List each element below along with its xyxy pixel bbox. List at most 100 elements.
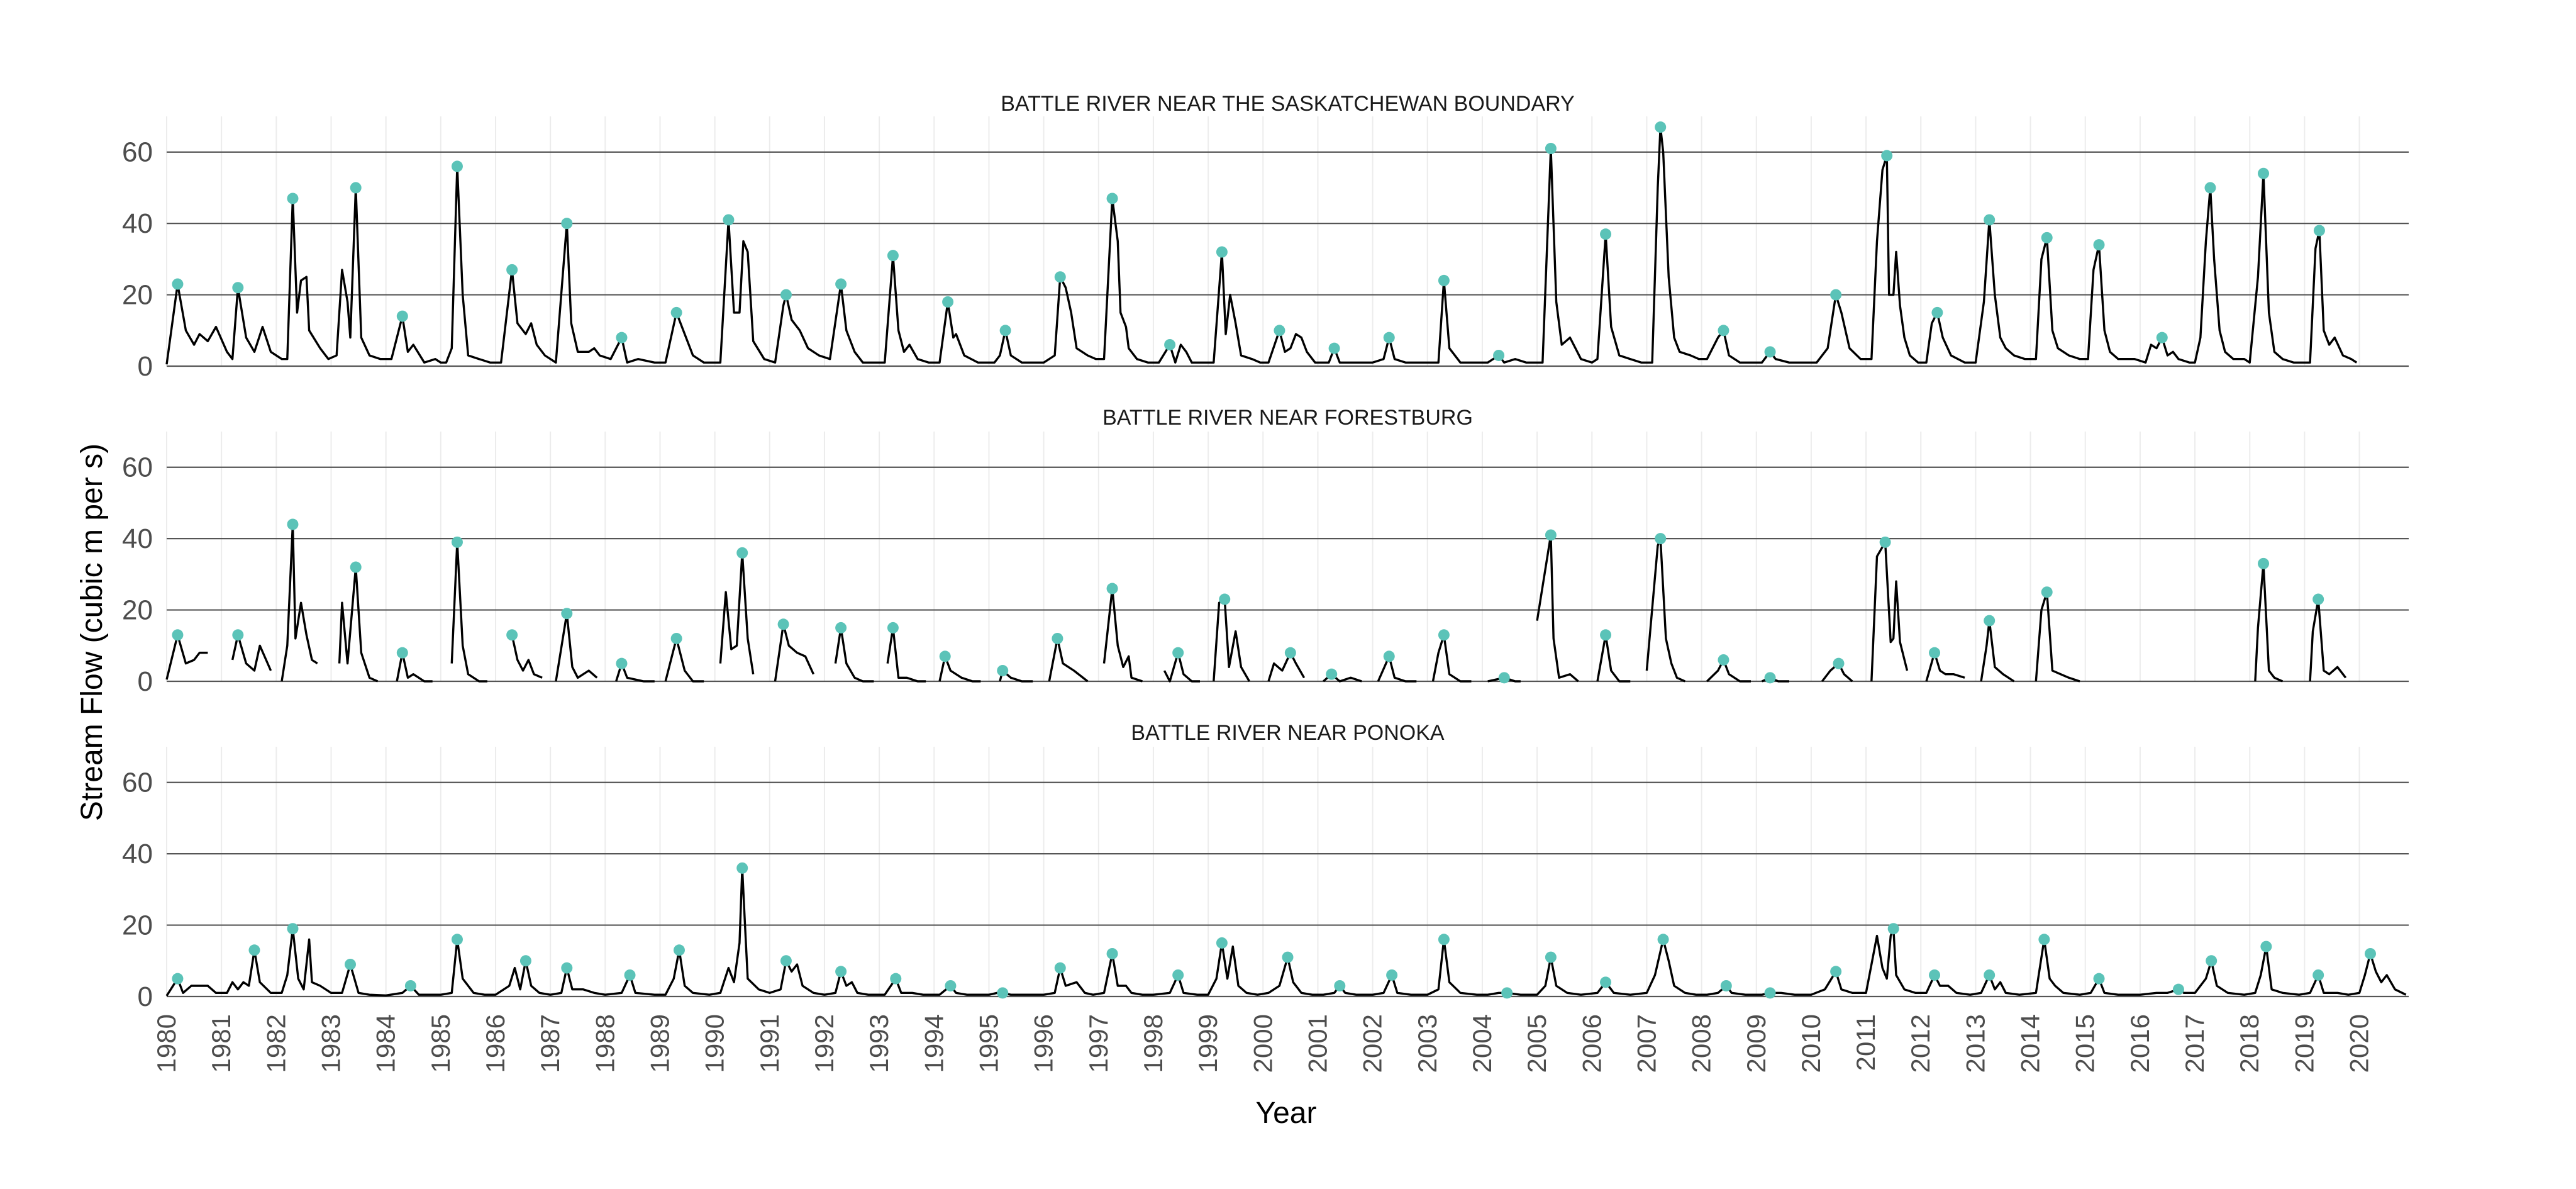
flow-line [165, 523, 2347, 683]
y-tick-label: 60 [122, 452, 153, 483]
peak-point [1718, 654, 1729, 666]
peak-point [997, 987, 1009, 999]
peak-point [1764, 987, 1776, 999]
peak-point [723, 214, 735, 226]
peak-point [997, 664, 1009, 676]
peak-point [287, 193, 299, 204]
peak-point [1720, 980, 1732, 991]
peak-point [404, 980, 416, 991]
x-tick-label: 1987 [535, 1014, 565, 1073]
peak-point [2093, 973, 2105, 985]
x-tick-label: 2004 [1467, 1014, 1497, 1073]
x-tick-label: 1994 [919, 1014, 948, 1073]
peak-point [506, 264, 518, 276]
x-tick-label: 1986 [480, 1014, 510, 1073]
peak-point [350, 561, 362, 573]
peak-point [1216, 937, 1228, 949]
peak-point [2093, 239, 2105, 251]
peak-point [1106, 193, 1118, 204]
peak-point [451, 160, 463, 172]
peak-point [2312, 593, 2324, 605]
peak-point [1438, 934, 1450, 946]
peak-point [670, 632, 682, 644]
flow-line [165, 126, 2358, 365]
peak-point [1931, 306, 1943, 318]
peak-point [1383, 650, 1395, 662]
panel-2: 0 20 40 60 BATTLE RIVER NEAR FORESTBURG [122, 406, 2409, 697]
x-tick-label: 2013 [1960, 1014, 1990, 1073]
peak-point [1054, 962, 1066, 974]
x-tick-label: 1999 [1193, 1014, 1223, 1073]
peak-point [172, 629, 184, 641]
peak-point [1219, 593, 1231, 605]
x-tick-label: 2002 [1358, 1014, 1387, 1073]
peak-point [1879, 536, 1891, 548]
peak-point [1284, 647, 1296, 659]
x-tick-label: 2000 [1248, 1014, 1277, 1073]
peak-point [451, 934, 463, 946]
peak-point [1328, 342, 1340, 354]
peak-point [1984, 615, 1996, 627]
peak-point [2258, 557, 2270, 569]
panel-3: 0 20 40 60 BATTLE RIVER NEAR PONOKA [122, 721, 2409, 1012]
peak-point [172, 278, 184, 290]
peak-point [396, 647, 408, 659]
x-tick-label: 1993 [864, 1014, 894, 1073]
panel-title: BATTLE RIVER NEAR THE SASKATCHEWAN BOUND… [1001, 92, 1575, 116]
y-tick-label: 20 [122, 595, 153, 626]
peak-point [2172, 983, 2184, 995]
peak-point [1833, 657, 1845, 669]
x-tick-label: 1991 [755, 1014, 784, 1073]
peak-point [1106, 583, 1118, 594]
x-axis-title: Year [1256, 1097, 1317, 1130]
y-tick-label: 60 [122, 137, 153, 168]
peak-point [616, 657, 628, 669]
peak-point [1600, 228, 1612, 240]
y-tick-label: 40 [122, 839, 153, 869]
peak-point [736, 862, 748, 874]
peak-point [1881, 150, 1893, 162]
peak-point [1830, 966, 1842, 978]
peak-point [1545, 951, 1557, 963]
x-tick-label: 2019 [2289, 1014, 2319, 1073]
peak-point [673, 944, 685, 956]
peak-point [248, 944, 260, 956]
y-tick-label: 0 [138, 351, 153, 382]
x-tick-label: 1995 [974, 1014, 1004, 1073]
x-tick-label: 1984 [371, 1014, 401, 1073]
y-tick-label: 20 [122, 280, 153, 311]
x-tick-label: 1985 [426, 1014, 455, 1073]
y-tick-label: 40 [122, 208, 153, 239]
y-tick-label: 60 [122, 768, 153, 798]
y-tick-label: 0 [138, 666, 153, 697]
y-axis-title: Stream Flow (cubic m per s) [75, 444, 109, 821]
peak-point [2312, 969, 2324, 981]
peak-point [1984, 969, 1996, 981]
peak-point [1600, 629, 1612, 641]
panel-title: BATTLE RIVER NEAR FORESTBURG [1102, 406, 1473, 430]
peak-point [777, 618, 789, 630]
peak-point [1334, 980, 1346, 991]
x-tick-label: 2012 [1906, 1014, 1935, 1073]
x-tick-label: 1997 [1084, 1014, 1113, 1073]
panel-1: 0 20 40 60 BATTLE RIVER NEAR THE SASKATCHEWA… [122, 92, 2409, 382]
x-tick-label: 2001 [1302, 1014, 1332, 1073]
peak-point [506, 629, 518, 641]
x-tick-label: 2014 [2016, 1014, 2045, 1073]
x-tick-label: 2011 [1851, 1014, 1880, 1071]
x-tick-label: 1998 [1138, 1014, 1168, 1073]
peak-point [2313, 225, 2325, 237]
peak-point [1282, 951, 1294, 963]
peak-point [232, 629, 244, 641]
x-tick-label: 2018 [2235, 1014, 2264, 1073]
x-tick-label: 1981 [206, 1014, 236, 1073]
y-tick-label: 40 [122, 523, 153, 554]
x-tick-label: 2010 [1796, 1014, 1826, 1073]
peak-point [999, 325, 1011, 337]
peak-point [1764, 672, 1776, 684]
peak-point [1054, 271, 1066, 283]
peak-point [1172, 647, 1184, 659]
peak-point [287, 923, 299, 935]
peak-point [2041, 232, 2053, 243]
